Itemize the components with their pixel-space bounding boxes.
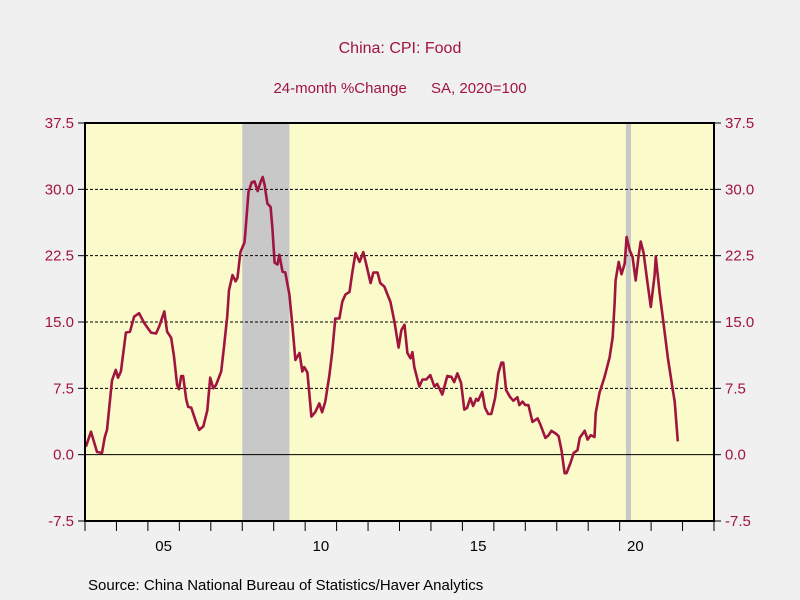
subtitle-measure: 24-month %Change xyxy=(273,80,407,97)
recession-band xyxy=(625,123,631,521)
series-line xyxy=(84,175,680,475)
x-tick-label: 20 xyxy=(627,538,644,555)
y-tick-label-left: 7.5 xyxy=(53,380,74,397)
plot-area xyxy=(85,123,714,521)
x-tick-label: 05 xyxy=(155,538,172,555)
y-tick-label-left: 22.5 xyxy=(45,248,74,265)
y-tick-label-right: 7.5 xyxy=(725,380,746,397)
y-tick-label-left: -7.5 xyxy=(48,513,74,530)
y-tick-label-right: -7.5 xyxy=(725,513,751,530)
y-tick-label-left: 0.0 xyxy=(53,447,74,464)
source-note: Source: China National Bureau of Statist… xyxy=(88,577,484,594)
y-tick-label-left: 37.5 xyxy=(45,115,74,132)
x-tick-label: 10 xyxy=(313,538,330,555)
y-tick-label-right: 30.0 xyxy=(725,181,754,198)
y-tick-label-left: 30.0 xyxy=(45,181,74,198)
subtitle-basis: SA, 2020=100 xyxy=(431,80,527,97)
y-tick-label-right: 22.5 xyxy=(725,248,754,265)
y-tick-label-right: 37.5 xyxy=(725,115,754,132)
chart-subtitle: 24-month %Change SA, 2020=100 xyxy=(0,80,800,97)
x-tick-label: 15 xyxy=(470,538,487,555)
chart-title: China: CPI: Food xyxy=(338,40,462,57)
y-tick-label-right: 15.0 xyxy=(725,314,754,331)
y-tick-label-right: 0.0 xyxy=(725,447,746,464)
y-tick-label-left: 15.0 xyxy=(45,314,74,331)
